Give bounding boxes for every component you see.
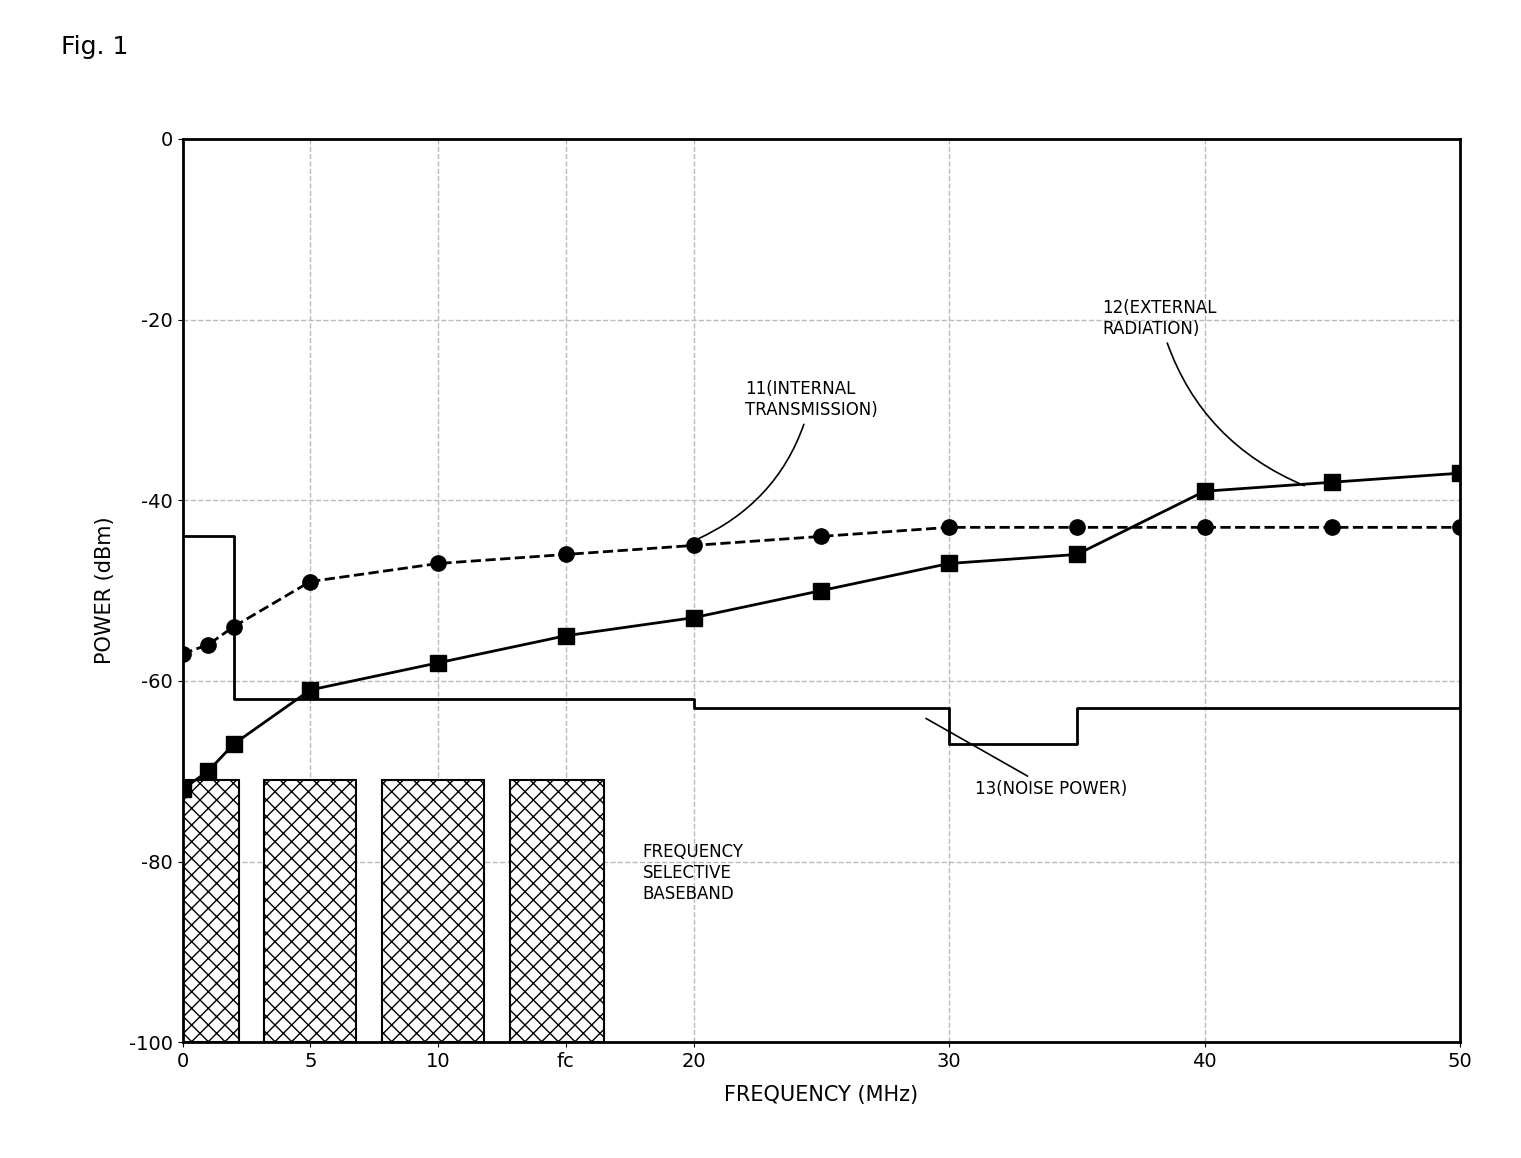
Bar bbox=[382, 780, 484, 1042]
Bar bbox=[265, 780, 356, 1042]
Text: 12(EXTERNAL
RADIATION): 12(EXTERNAL RADIATION) bbox=[1103, 299, 1305, 485]
X-axis label: FREQUENCY (MHz): FREQUENCY (MHz) bbox=[724, 1085, 919, 1105]
Bar bbox=[510, 780, 604, 1042]
Y-axis label: POWER (dBm): POWER (dBm) bbox=[94, 516, 116, 665]
Text: 13(NOISE POWER): 13(NOISE POWER) bbox=[926, 718, 1127, 798]
Text: 11(INTERNAL
TRANSMISSION): 11(INTERNAL TRANSMISSION) bbox=[697, 380, 878, 540]
Text: Fig. 1: Fig. 1 bbox=[61, 35, 128, 59]
Text: FREQUENCY
SELECTIVE
BASEBAND: FREQUENCY SELECTIVE BASEBAND bbox=[642, 843, 744, 903]
Bar bbox=[183, 780, 239, 1042]
